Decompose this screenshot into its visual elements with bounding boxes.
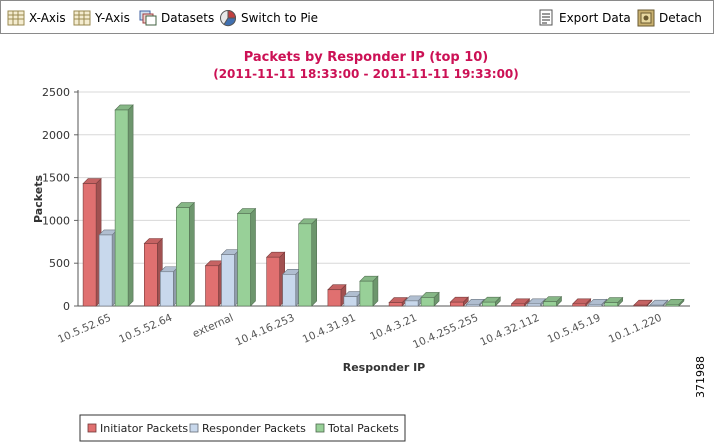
bar-side [189, 201, 195, 307]
bar [665, 303, 680, 307]
y-axis-title: Packets [32, 175, 45, 223]
datasets-stack-icon [139, 10, 157, 26]
y-tick-label: 2500 [42, 86, 70, 99]
bar-side [311, 218, 318, 307]
bar [237, 213, 251, 307]
bar-side [127, 104, 134, 307]
switch-to-pie-label: Switch to Pie [241, 11, 319, 25]
bar [527, 303, 541, 307]
bar-top [633, 299, 653, 306]
x-tick-label: 10.4.32.112 [478, 312, 541, 349]
y-tick-label: 1000 [42, 214, 70, 227]
datasets-label: Datasets [161, 11, 215, 25]
pie-chart-icon [220, 9, 237, 27]
x-tick-label: 10.5.45.19 [546, 312, 603, 346]
bar [82, 183, 97, 307]
legend-swatch [87, 423, 97, 433]
legend-box [79, 414, 406, 442]
x-axis-label: X-Axis [29, 11, 66, 25]
bar [481, 301, 496, 307]
bar [327, 289, 342, 307]
bar [298, 223, 313, 307]
bar [465, 303, 480, 307]
detach-button[interactable]: Detach [637, 8, 702, 28]
bar [176, 207, 190, 307]
y-axis-label: Y-Axis [95, 11, 130, 25]
bar [359, 280, 374, 307]
detach-label: Detach [659, 11, 702, 25]
y-tick-label: 2000 [42, 129, 70, 142]
bar [588, 303, 603, 307]
bar [282, 274, 297, 307]
y-tick-label: 0 [63, 300, 70, 313]
x-tick-label: 10.4.255.255 [411, 312, 480, 351]
legend-swatch [315, 423, 325, 433]
x-axis-grid-icon [7, 10, 25, 26]
switch-to-pie-button[interactable]: Switch to Pie [219, 8, 318, 28]
y-axis-grid-icon [73, 10, 91, 26]
bar-top [649, 299, 669, 306]
bar [649, 304, 664, 307]
detach-window-icon [637, 9, 655, 27]
figure-id: 371988 [694, 356, 707, 398]
export-data-button[interactable]: Export Data [539, 8, 631, 28]
y-tick-label: 500 [49, 257, 70, 270]
bar [420, 297, 435, 307]
datasets-button[interactable]: Datasets [139, 8, 214, 28]
bar-side [250, 207, 256, 307]
x-tick-label: 10.5.52.65 [56, 312, 113, 346]
bar [633, 304, 648, 307]
bar [388, 302, 403, 307]
bar [205, 265, 219, 307]
x-tick-label: 10.4.31.91 [301, 312, 358, 346]
x-tick-label: 10.1.1.220 [607, 312, 664, 346]
bar [604, 302, 619, 307]
chart-toolbar: X-Axis Y-Axis Datasets Switch to Pie [0, 0, 714, 34]
bar [221, 254, 235, 307]
bar [144, 243, 158, 307]
y-axis-button[interactable]: Y-Axis [73, 8, 130, 28]
export-data-label: Export Data [559, 11, 631, 25]
y-tick-label: 1500 [42, 172, 70, 185]
x-tick-label: 10.5.52.64 [117, 312, 174, 346]
x-axis-button[interactable]: X-Axis [7, 8, 66, 28]
export-document-icon [539, 9, 553, 26]
chart-subtitle: (2011-11-11 18:33:00 - 2011-11-11 19:33:… [213, 67, 519, 81]
bar-chart: Packets by Responder IP (top 10) (2011-11… [32, 50, 690, 442]
bar [449, 301, 464, 307]
bar [404, 300, 419, 307]
bar [266, 256, 281, 307]
bar [160, 271, 174, 307]
bar [543, 301, 557, 307]
x-axis-title: Responder IP [343, 361, 425, 374]
chart-area: Packets by Responder IP (top 10) (2011-11… [0, 34, 716, 444]
x-tick-label: 10.4.16.253 [234, 312, 297, 349]
legend-label: Total Packets [327, 422, 399, 435]
bar [114, 109, 129, 307]
x-tick-label: 10.4.3.21 [368, 312, 419, 343]
legend-swatch [189, 423, 199, 433]
bar [343, 296, 358, 307]
chart-title: Packets by Responder IP (top 10) [244, 50, 489, 65]
bar [572, 303, 587, 307]
bar [511, 303, 525, 307]
x-tick-label: external [191, 312, 235, 341]
bar [98, 234, 113, 307]
legend-label: Responder Packets [202, 422, 306, 435]
legend-label: Initiator Packets [100, 422, 188, 435]
